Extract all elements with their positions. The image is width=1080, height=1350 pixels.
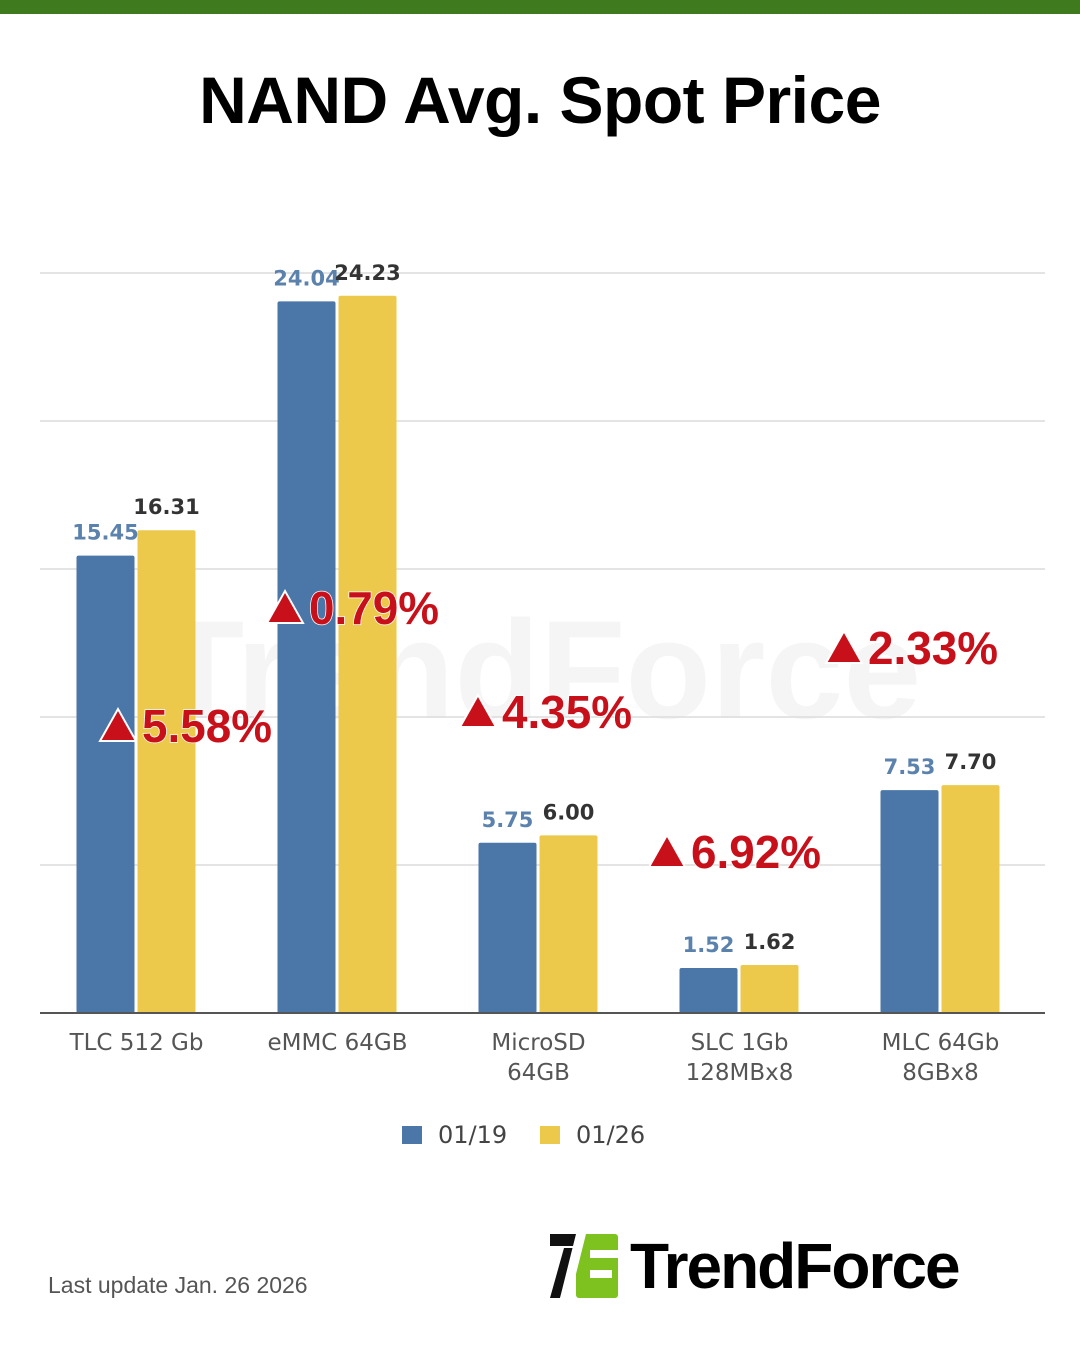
legend-swatch <box>540 1126 560 1144</box>
up-triangle-icon <box>458 692 498 728</box>
up-triangle-icon <box>824 628 864 664</box>
bar-01-19 <box>76 555 135 1013</box>
bar-01-19 <box>880 790 939 1013</box>
bar-01-26 <box>941 785 1000 1013</box>
x-tick-label: eMMC 64GB <box>267 1030 407 1056</box>
up-triangle-icon <box>98 706 138 742</box>
data-label: 15.45 <box>72 521 138 545</box>
x-tick-label: SLC 1Gb <box>691 1030 789 1056</box>
bar-01-26 <box>740 965 799 1013</box>
x-tick-label: 64GB <box>507 1060 570 1086</box>
data-label: 6.00 <box>543 800 595 824</box>
change-label: 5.58% <box>98 699 273 753</box>
change-label: 6.92% <box>647 825 822 879</box>
change-label: 4.35% <box>458 685 633 739</box>
change-value: 4.35% <box>502 686 632 738</box>
data-label: 1.52 <box>683 933 735 957</box>
legend-label: 01/26 <box>576 1121 645 1149</box>
x-tick-label: 8GBx8 <box>902 1060 978 1086</box>
bar-01-26 <box>338 295 397 1013</box>
data-label: 24.04 <box>273 266 339 290</box>
top-band <box>0 0 1080 14</box>
x-tick-label: 128MBx8 <box>686 1060 794 1086</box>
change-value: 0.79% <box>309 582 439 634</box>
bar-01-26 <box>539 835 598 1013</box>
change-label: 0.79% <box>265 581 440 635</box>
chart-title: NAND Avg. Spot Price <box>199 63 881 137</box>
x-tick-label: TLC 512 Gb <box>69 1030 204 1056</box>
change-value: 5.58% <box>142 700 272 752</box>
data-label: 5.75 <box>482 808 534 832</box>
trendforce-logo: TrendForce <box>546 1230 961 1302</box>
x-tick-label: MicroSD <box>491 1030 585 1056</box>
bar-01-19 <box>478 842 537 1013</box>
legend-swatch <box>402 1126 422 1144</box>
data-label: 7.53 <box>884 755 936 779</box>
last-update-text: Last update Jan. 26 2026 <box>48 1272 308 1298</box>
data-label: 16.31 <box>133 495 199 519</box>
change-value: 2.33% <box>868 622 998 674</box>
bar-01-26 <box>137 530 196 1013</box>
logo-text: TrendForce <box>630 1230 961 1302</box>
legend-label: 01/19 <box>438 1121 507 1149</box>
up-triangle-icon <box>647 832 687 868</box>
change-value: 6.92% <box>691 826 821 878</box>
x-tick-label: MLC 64Gb <box>882 1030 1000 1056</box>
bar-01-19 <box>277 301 336 1013</box>
data-label: 7.70 <box>945 750 997 774</box>
data-label: 1.62 <box>744 930 796 954</box>
trendforce-logo-icon <box>550 1234 618 1298</box>
bar-01-19 <box>679 968 738 1013</box>
up-triangle-icon <box>265 588 305 624</box>
data-label: 24.23 <box>334 261 400 285</box>
change-label: 2.33% <box>824 621 999 675</box>
